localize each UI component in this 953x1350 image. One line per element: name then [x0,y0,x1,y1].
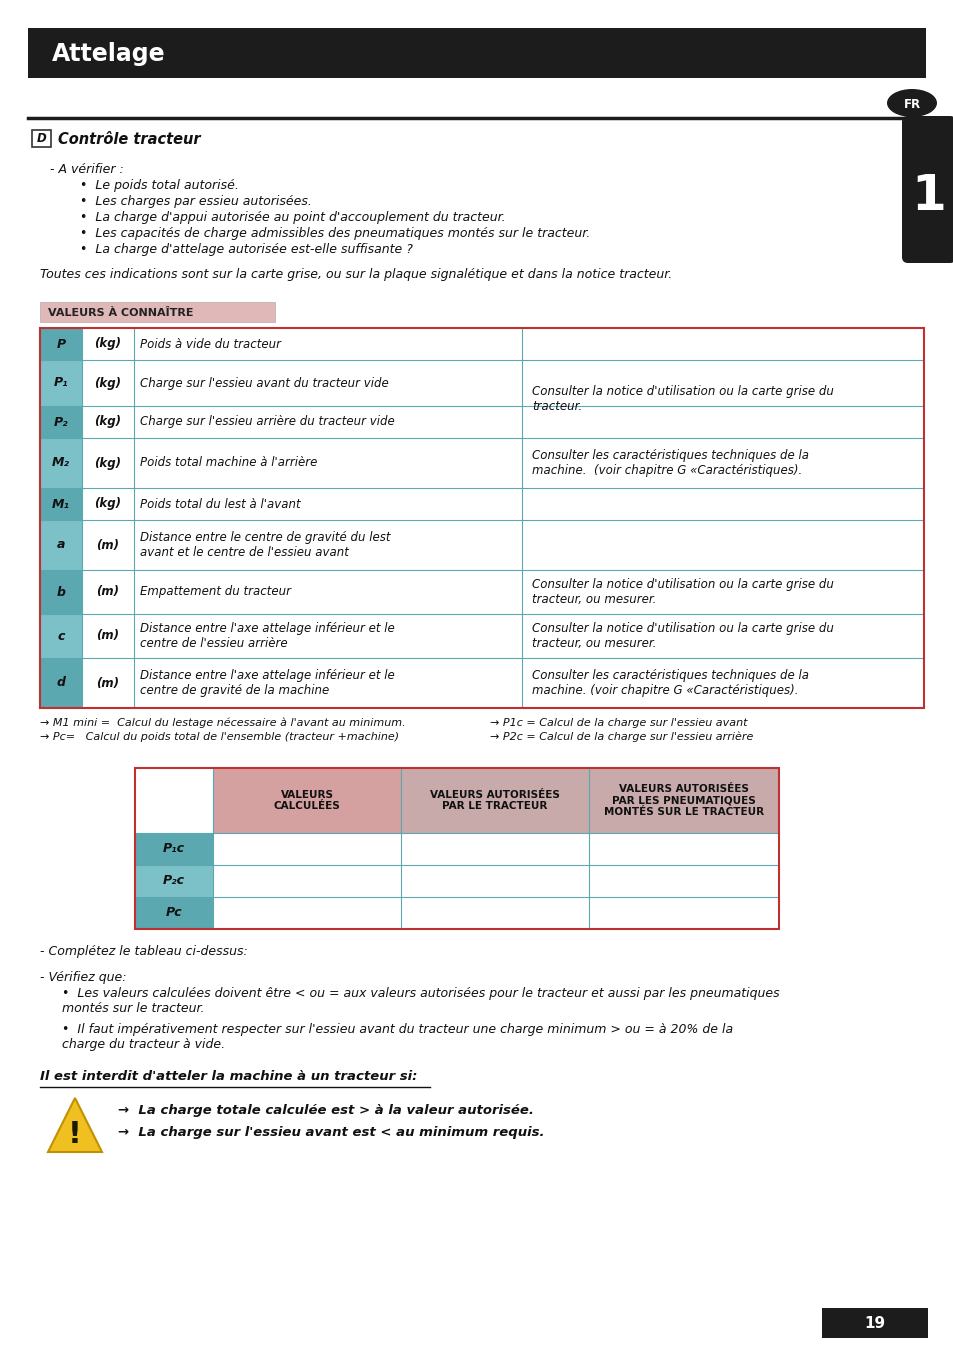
Bar [40,570,82,614]
Text: Consulter la notice d'utilisation ou la carte grise du
tracteur, ou mesurer.: Consulter la notice d'utilisation ou la … [532,578,833,606]
Bar [40,302,274,323]
Text: •  Le poids total autorisé.: • Le poids total autorisé. [80,180,238,192]
Text: P₁c: P₁c [163,842,185,856]
Bar [213,768,400,833]
Text: Pc: Pc [166,906,182,919]
Text: P₁: P₁ [53,377,69,390]
Text: P: P [56,338,66,351]
Text: Consulter la notice d'utilisation ou la carte grise du
tracteur, ou mesurer.: Consulter la notice d'utilisation ou la … [532,622,833,649]
Text: 1: 1 [911,171,945,220]
Text: •  Les valeurs calculées doivent être < ou = aux valeurs autorisées pour le trac: • Les valeurs calculées doivent être < o… [62,987,779,1015]
Text: •  Les charges par essieu autorisées.: • Les charges par essieu autorisées. [80,194,312,208]
Bar [40,360,82,406]
Bar [28,28,925,78]
Text: •  Les capacités de charge admissibles des pneumatiques montés sur le tracteur.: • Les capacités de charge admissibles de… [80,227,590,240]
Text: FR: FR [902,97,920,111]
Text: VALEURS AUTORISÉES
PAR LES PNEUMATIQUES
MONTÉS SUR LE TRACTEUR: VALEURS AUTORISÉES PAR LES PNEUMATIQUES … [603,784,763,817]
Bar [213,833,779,865]
Text: - Vérifiez que:: - Vérifiez que: [40,971,127,984]
Bar [40,437,82,487]
Text: •  Il faut impérativement respecter sur l'essieu avant du tracteur une charge mi: • Il faut impérativement respecter sur l… [62,1023,732,1052]
Text: (kg): (kg) [94,377,121,390]
Text: d: d [56,676,66,690]
Text: !: ! [68,1120,82,1149]
Text: Distance entre l'axe attelage inférieur et le
centre de l'essieu arrière: Distance entre l'axe attelage inférieur … [140,622,395,649]
Text: (kg): (kg) [94,416,121,428]
Bar [400,768,588,833]
Text: Attelage: Attelage [52,42,166,66]
Text: →  La charge sur l'essieu avant est < au minimum requis.: → La charge sur l'essieu avant est < au … [118,1126,544,1139]
Ellipse shape [886,89,936,117]
Text: D: D [36,132,47,146]
Text: - Complétez le tableau ci-dessus:: - Complétez le tableau ci-dessus: [40,945,248,958]
Text: - A vérifier :: - A vérifier : [50,163,124,176]
Text: (m): (m) [96,539,119,552]
Text: Distance entre le centre de gravité du lest
avant et le centre de l'essieu avant: Distance entre le centre de gravité du l… [140,531,390,559]
Text: → Pc=   Calcul du poids total de l'ensemble (tracteur +machine): → Pc= Calcul du poids total de l'ensembl… [40,732,398,742]
Text: → P1c = Calcul de la charge sur l'essieu avant: → P1c = Calcul de la charge sur l'essieu… [490,718,747,728]
Text: (kg): (kg) [94,498,121,510]
Text: Empattement du tracteur: Empattement du tracteur [140,586,291,598]
Text: Poids à vide du tracteur: Poids à vide du tracteur [140,338,281,351]
Bar [40,328,923,707]
Bar [40,614,82,657]
FancyBboxPatch shape [901,116,953,263]
Text: Charge sur l'essieu avant du tracteur vide: Charge sur l'essieu avant du tracteur vi… [140,377,388,390]
Bar [40,657,82,707]
Text: Distance entre l'axe attelage inférieur et le
centre de gravité de la machine: Distance entre l'axe attelage inférieur … [140,670,395,697]
Bar [588,768,779,833]
Text: →  La charge totale calculée est > à la valeur autorisée.: → La charge totale calculée est > à la v… [118,1104,534,1116]
Bar [213,865,779,896]
Text: Consulter la notice d'utilisation ou la carte grise du
tracteur.: Consulter la notice d'utilisation ou la … [532,385,833,413]
Text: Consulter les caractéristiques techniques de la
machine. (voir chapitre G «Carac: Consulter les caractéristiques technique… [532,670,808,697]
Bar [135,768,779,929]
Text: VALEURS AUTORISÉES
PAR LE TRACTEUR: VALEURS AUTORISÉES PAR LE TRACTEUR [430,790,559,811]
Bar [213,896,779,929]
Text: Poids total du lest à l'avant: Poids total du lest à l'avant [140,498,300,510]
Text: Contrôle tracteur: Contrôle tracteur [58,131,200,147]
Text: VALEURS À CONNAÎTRE: VALEURS À CONNAÎTRE [48,308,193,319]
Polygon shape [48,1098,102,1152]
Text: P₂: P₂ [53,416,69,428]
Bar [135,833,213,865]
Text: a: a [57,539,65,552]
Bar [40,520,82,570]
Text: c: c [57,629,65,643]
Text: (m): (m) [96,676,119,690]
Text: Consulter les caractéristiques techniques de la
machine.  (voir chapitre G «Cara: Consulter les caractéristiques technique… [532,450,808,477]
Bar [135,896,213,929]
Text: •  La charge d'attelage autorisée est-elle suffisante ?: • La charge d'attelage autorisée est-ell… [80,243,413,256]
Bar [135,865,213,896]
Bar [32,130,51,147]
Text: Toutes ces indications sont sur la carte grise, ou sur la plaque signalétique et: Toutes ces indications sont sur la carte… [40,269,672,281]
Text: (m): (m) [96,629,119,643]
Text: (kg): (kg) [94,338,121,351]
Text: → P2c = Calcul de la charge sur l'essieu arrière: → P2c = Calcul de la charge sur l'essieu… [490,732,753,742]
Text: → M1 mini =  Calcul du lestage nécessaire à l'avant au minimum.: → M1 mini = Calcul du lestage nécessaire… [40,718,405,729]
Text: b: b [56,586,66,598]
Text: Il est interdit d'atteler la machine à un tracteur si:: Il est interdit d'atteler la machine à u… [40,1071,417,1083]
Bar [135,768,213,833]
Text: VALEURS
CALCULÉES: VALEURS CALCULÉES [274,790,340,811]
Text: M₂: M₂ [52,456,70,470]
Text: Poids total machine à l'arrière: Poids total machine à l'arrière [140,456,317,470]
Text: •  La charge d'appui autorisée au point d'accouplement du tracteur.: • La charge d'appui autorisée au point d… [80,211,505,224]
Text: M₁: M₁ [52,498,70,510]
Bar [40,328,82,360]
Text: 19: 19 [863,1316,884,1331]
Bar [40,406,82,437]
Text: (kg): (kg) [94,456,121,470]
Text: (m): (m) [96,586,119,598]
Bar [821,1308,927,1338]
Text: Charge sur l'essieu arrière du tracteur vide: Charge sur l'essieu arrière du tracteur … [140,416,395,428]
Text: P₂c: P₂c [163,875,185,887]
Bar [40,487,82,520]
